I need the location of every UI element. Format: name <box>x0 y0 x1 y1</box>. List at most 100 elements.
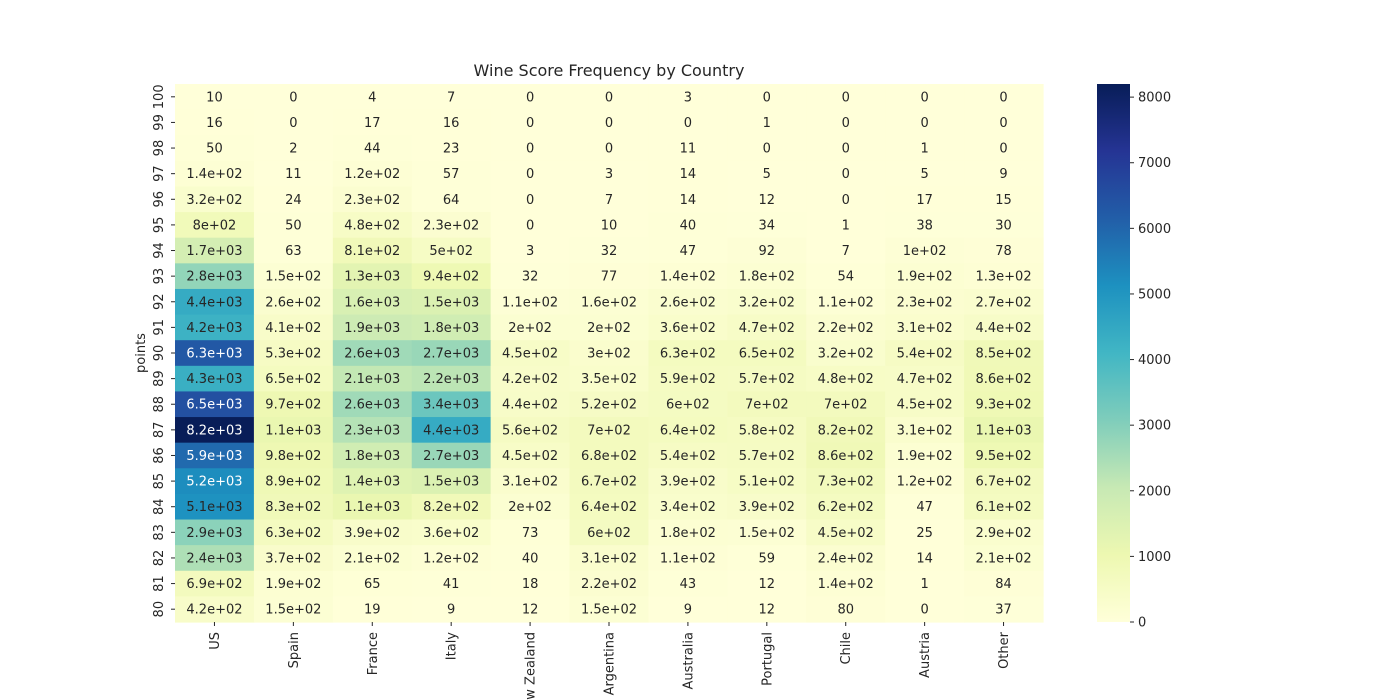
heatmap-cell <box>175 340 255 367</box>
cell-annotation: 2.7e+03 <box>423 449 479 464</box>
heatmap-cell <box>411 288 492 316</box>
heatmap-cell <box>806 545 886 572</box>
cell-annotation: 9.7e+02 <box>265 398 321 413</box>
heatmap-cell <box>885 186 965 213</box>
cell-annotation: 7 <box>842 244 850 259</box>
cell-annotation: 0 <box>842 90 850 105</box>
cell-annotation: 6.5e+03 <box>186 398 242 413</box>
cell-annotation: 2e+02 <box>508 500 552 515</box>
heatmap-cell <box>411 212 492 239</box>
cell-annotation: 1.4e+02 <box>186 167 242 182</box>
heatmap-cell <box>727 468 807 495</box>
cell-annotation: 17 <box>916 193 933 208</box>
heatmap-cell <box>885 417 965 444</box>
cell-annotation: 4.7e+02 <box>739 321 795 336</box>
heatmap-cell <box>964 570 1044 597</box>
cell-annotation: 1.1e+03 <box>975 423 1031 438</box>
heatmap-cell <box>253 237 334 264</box>
heatmap-cell <box>253 160 334 188</box>
cell-annotation: 10 <box>206 90 223 105</box>
cell-annotation: 16 <box>443 116 460 131</box>
heatmap-cell <box>727 391 807 418</box>
cell-annotation: 0 <box>842 193 850 208</box>
cell-annotation: 43 <box>680 577 697 592</box>
cell-annotation: 54 <box>837 270 854 285</box>
heatmap-cell <box>490 186 571 213</box>
heatmap-cell <box>806 263 886 290</box>
cell-annotation: 1.8e+03 <box>423 321 479 336</box>
cell-annotation: 3.4e+03 <box>423 398 479 413</box>
cell-annotation: 32 <box>522 270 539 285</box>
heatmap-cell <box>490 417 571 444</box>
cell-annotation: 0 <box>999 142 1007 157</box>
cell-annotation: 6.1e+02 <box>975 500 1031 515</box>
heatmap-cell <box>885 340 965 367</box>
heatmap-cell <box>253 340 334 367</box>
cell-annotation: 8.2e+02 <box>818 423 874 438</box>
cell-annotation: 3.4e+02 <box>660 500 716 515</box>
heatmap-cell <box>332 596 413 623</box>
y-axis-ticks: 100 99 98 97 96 95 94 93 92 91 90 89 88 87 86 85 84 83 82 8… <box>152 84 175 617</box>
cell-annotation: 4.2e+02 <box>186 603 242 618</box>
heatmap-cell <box>885 442 965 469</box>
heatmap-cell <box>806 288 886 316</box>
x-tick-label: Argentina <box>603 632 618 695</box>
heatmap-cell <box>411 84 492 111</box>
cell-annotation: 7 <box>605 193 613 208</box>
cell-annotation: 5.2e+02 <box>581 398 637 413</box>
cell-annotation: 3.1e+02 <box>897 423 953 438</box>
heatmap-cell <box>885 468 965 495</box>
heatmap-cell <box>332 442 413 469</box>
cell-annotation: 3.6e+02 <box>423 526 479 541</box>
heatmap-cell <box>490 135 571 162</box>
cell-annotation: 59 <box>759 551 776 566</box>
heatmap-cell <box>175 263 255 290</box>
heatmap-cell <box>569 263 650 290</box>
cell-annotation: 7e+02 <box>824 398 868 413</box>
cell-annotation: 6.3e+02 <box>265 526 321 541</box>
heatmap-cell <box>175 237 255 264</box>
colorbar-tick-label: 8000 <box>1138 91 1171 106</box>
cell-annotation: 1.1e+02 <box>502 295 558 310</box>
cell-annotation: 3.1e+02 <box>897 321 953 336</box>
heatmap-cell <box>964 237 1044 264</box>
heatmap-cell <box>569 391 650 418</box>
cell-annotation: 4.4e+03 <box>423 423 479 438</box>
cell-annotation: 80 <box>837 603 854 618</box>
heatmap-cell <box>727 596 807 623</box>
heatmap-cell <box>727 442 807 469</box>
heatmap-cell <box>569 365 650 393</box>
cell-annotation: 2.8e+03 <box>186 270 242 285</box>
cell-annotation: 25 <box>916 526 933 541</box>
cell-annotation: 8.6e+02 <box>975 372 1031 387</box>
cell-annotation: 2e+02 <box>508 321 552 336</box>
cell-annotation: 4.2e+02 <box>502 372 558 387</box>
cell-annotation: 0 <box>526 193 534 208</box>
cell-annotation: 6.4e+02 <box>660 423 716 438</box>
heatmap-cell <box>885 263 965 290</box>
cell-annotation: 8.3e+02 <box>265 500 321 515</box>
y-tick-label: 82 <box>152 550 167 567</box>
heatmap-cell <box>411 519 492 546</box>
cell-annotation: 6.5e+02 <box>739 347 795 362</box>
y-tick-label: 97 <box>152 165 167 182</box>
heatmap-cell <box>964 493 1044 521</box>
heatmap-cell <box>885 493 965 521</box>
heatmap-cell <box>885 288 965 316</box>
cell-annotation: 3.5e+02 <box>581 372 637 387</box>
cell-annotation: 1.5e+03 <box>423 295 479 310</box>
cell-annotation: 5.6e+02 <box>502 423 558 438</box>
heatmap-cell <box>806 314 886 341</box>
heatmap-cell <box>885 109 965 136</box>
colorbar-ticks: 0 1000 2000 3000 4000 5000 6000 7000 8000 <box>1130 91 1171 631</box>
heatmap-cell <box>569 186 650 213</box>
cell-annotation: 40 <box>680 218 697 233</box>
x-tick-label: France <box>366 632 381 675</box>
cell-annotation: 0 <box>526 142 534 157</box>
heatmap-cell <box>490 263 571 290</box>
chart-title: Wine Score Frequency by Country <box>474 61 745 80</box>
cell-annotation: 30 <box>995 218 1012 233</box>
heatmap-cell <box>253 442 334 469</box>
heatmap-cell <box>885 519 965 546</box>
heatmap-cell <box>569 417 650 444</box>
